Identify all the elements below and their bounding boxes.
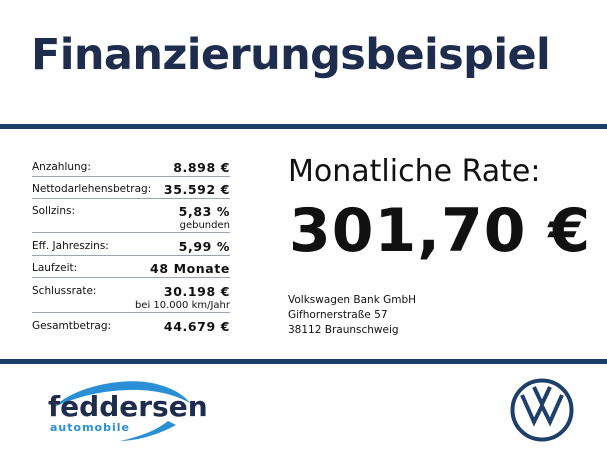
row-divider bbox=[32, 312, 230, 313]
row-divider bbox=[32, 232, 230, 233]
row-divider bbox=[32, 255, 230, 256]
page-title: Finanzierungsbeispiel bbox=[31, 30, 551, 80]
term-value: 30.198 € bbox=[163, 284, 230, 299]
row-divider bbox=[32, 198, 230, 199]
term-label: Sollzins: bbox=[32, 205, 76, 217]
dealer-tagline: automobile bbox=[50, 421, 130, 434]
dealer-logo: feddersen automobile bbox=[48, 381, 208, 441]
term-value: 44.679 € bbox=[163, 319, 230, 334]
dealer-name: feddersen bbox=[48, 390, 208, 423]
bank-city: 38112 Braunschweig bbox=[288, 324, 399, 336]
monthly-rate-label: Monatliche Rate: bbox=[288, 154, 541, 189]
monthly-rate-value: 301,70 € bbox=[289, 196, 592, 266]
term-label: Gesamtbetrag: bbox=[32, 320, 112, 332]
term-value: 5,83 % bbox=[178, 204, 230, 219]
term-value: 5,99 % bbox=[178, 239, 230, 254]
term-note: bei 10.000 km/Jahr bbox=[134, 300, 230, 311]
term-value: 8.898 € bbox=[173, 160, 230, 175]
term-note: gebunden bbox=[179, 220, 230, 231]
bank-address: Volkswagen Bank GmbH Gifhornerstraße 57 … bbox=[288, 293, 416, 338]
row-divider bbox=[32, 277, 230, 278]
term-label: Eff. Jahreszins: bbox=[32, 240, 109, 252]
term-label: Anzahlung: bbox=[32, 161, 91, 173]
term-value: 35.592 € bbox=[163, 182, 230, 197]
bank-name: Volkswagen Bank GmbH bbox=[288, 294, 417, 306]
car-swoosh-logo bbox=[54, 381, 190, 407]
vw-logo-icon bbox=[510, 378, 574, 442]
term-value: 48 Monate bbox=[150, 261, 230, 276]
row-divider bbox=[32, 176, 230, 177]
bank-street: Gifhornerstraße 57 bbox=[288, 309, 388, 321]
header-divider bbox=[0, 124, 607, 129]
term-label: Schlussrate: bbox=[32, 285, 97, 297]
term-label: Laufzeit: bbox=[32, 262, 78, 274]
term-label: Nettodarlehensbetrag: bbox=[32, 183, 152, 195]
footer-divider bbox=[0, 359, 607, 364]
